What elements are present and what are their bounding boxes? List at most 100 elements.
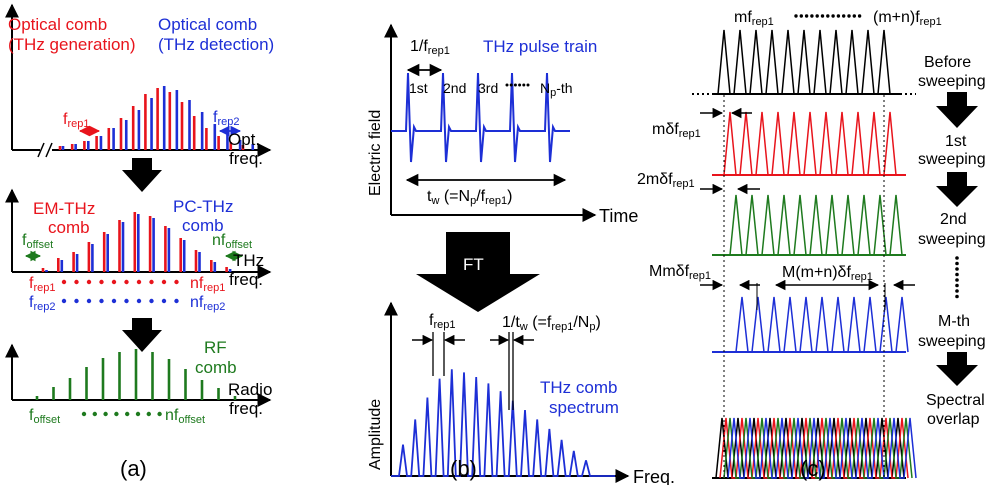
axis-break-marks <box>37 142 53 158</box>
foffset-label: foffset <box>22 232 53 251</box>
rf-comb-lines <box>35 349 237 400</box>
panel-a-label: (a) <box>120 456 147 481</box>
dot <box>955 261 959 266</box>
dot <box>111 279 117 285</box>
sweep-2-1: 2nd <box>940 211 967 228</box>
thz-spectrum-plot: frep1 1/tw (=frep1/Np) Amplitude THz com… <box>367 301 675 485</box>
optical-comb-lines <box>58 86 255 150</box>
pulse-train-plot: 1/frep1 THz pulse train 1st 2nd 3rd Np-t… <box>367 23 638 226</box>
overlap-1: Spectral <box>926 392 985 409</box>
rf-comb-plot: RF comb Radio freq. foffset nfoffset <box>4 338 272 426</box>
tw-label: tw (=Np/frep1) <box>427 188 512 207</box>
rf-left-label: foffset <box>29 407 60 426</box>
dot <box>86 279 92 285</box>
em-thz-label-1: EM-THz <box>33 199 95 218</box>
pulse-1st: 1st <box>409 80 428 96</box>
dot <box>955 272 959 277</box>
panel-c: mfrep1 (m+n)frep1 mδfrep1 2mδfrep1 Mmδfr… <box>637 9 986 481</box>
ft-label: FT <box>463 255 484 274</box>
span-label: M(m+n)δfrep1 <box>782 264 873 283</box>
vertical-dots <box>955 256 959 299</box>
dot <box>522 83 526 87</box>
shift-2-label: 2mδfrep1 <box>637 171 695 190</box>
down-arrow-c1 <box>936 92 978 128</box>
dot <box>99 279 104 285</box>
det-title-2: (THz detection) <box>158 35 274 54</box>
pulse-3rd: 3rd <box>478 80 498 96</box>
pulse-dots <box>505 83 530 87</box>
efield-ylabel: Electric field <box>367 110 384 196</box>
dot <box>826 14 830 18</box>
dot <box>794 14 798 18</box>
shift-m-label: Mmδfrep1 <box>649 263 711 282</box>
dot <box>135 411 141 417</box>
em-thz-label-2: comb <box>48 218 90 237</box>
dot <box>820 14 825 18</box>
dot <box>955 267 959 271</box>
dot <box>505 83 509 87</box>
dot <box>955 278 959 282</box>
before-2: sweeping <box>918 73 986 90</box>
shift-1-label: mδfrep1 <box>652 121 701 140</box>
pulse-np: Np-th <box>540 80 573 99</box>
time-label: Time <box>599 206 638 226</box>
dot <box>518 83 522 87</box>
panel-a: Optical comb (THz generation) Optical co… <box>4 3 274 481</box>
dot <box>804 14 809 18</box>
panel-c-label: (c) <box>800 456 826 481</box>
pulse-train-waveform <box>391 72 570 163</box>
dot <box>513 83 517 87</box>
dot <box>74 279 79 285</box>
opt-axis-label-2: freq. <box>229 149 263 168</box>
freq-label: Freq. <box>633 467 675 485</box>
panel-b: 1/frep1 THz pulse train 1st 2nd 3rd Np-t… <box>367 23 675 485</box>
dot <box>810 14 814 18</box>
down-arrow-c3 <box>936 352 978 386</box>
rf-dots <box>81 411 162 417</box>
thz-axis-label-2: freq. <box>229 270 263 289</box>
panel-b-label: (b) <box>450 456 477 481</box>
dot <box>847 14 851 18</box>
rf-axis-label-1: Radio <box>228 380 272 399</box>
dot <box>124 298 129 304</box>
dot <box>831 14 835 18</box>
dot <box>149 279 154 285</box>
dot <box>99 298 104 304</box>
thz-comb-spectrum <box>391 369 615 477</box>
thz-axis-label-1: THz <box>233 251 264 270</box>
thz-comb-plot: EM-THz comb PC-THz comb foffset nfoffset… <box>4 188 272 313</box>
frep1-label: frep1 <box>63 111 89 130</box>
pc-thz-label-1: PC-THz <box>173 197 233 216</box>
rf-right-label: nfoffset <box>165 407 205 426</box>
dot <box>114 411 119 417</box>
dot <box>836 14 841 18</box>
row1-dots <box>61 279 179 285</box>
dot <box>955 256 959 260</box>
dot <box>86 298 92 304</box>
sweep-comb <box>723 111 897 176</box>
spectrum-title-2: spectrum <box>549 398 619 417</box>
row1-left: frep1 <box>29 275 55 294</box>
frep2-label: frep2 <box>213 109 239 128</box>
dot <box>136 298 142 304</box>
row2-right: nfrep2 <box>190 294 225 313</box>
dot <box>815 14 819 18</box>
dot <box>174 298 179 304</box>
dot <box>74 298 79 304</box>
spectrum-title-1: THz comb <box>540 378 617 397</box>
dot <box>509 83 513 87</box>
gen-title-2: (THz generation) <box>8 35 136 54</box>
before-1: Before <box>924 54 971 71</box>
pulse-2nd: 2nd <box>443 80 466 96</box>
dot <box>61 298 67 304</box>
dot <box>857 14 862 18</box>
dot <box>955 289 959 293</box>
amplitude-ylabel: Amplitude <box>367 399 384 470</box>
dot <box>799 14 803 18</box>
sweep-comb <box>717 29 891 95</box>
period-label: 1/frep1 <box>410 38 450 57</box>
gen-title-1: Optical comb <box>8 15 107 34</box>
spec-frep1-label: frep1 <box>429 312 455 331</box>
sweep-m-2: sweeping <box>918 333 986 350</box>
